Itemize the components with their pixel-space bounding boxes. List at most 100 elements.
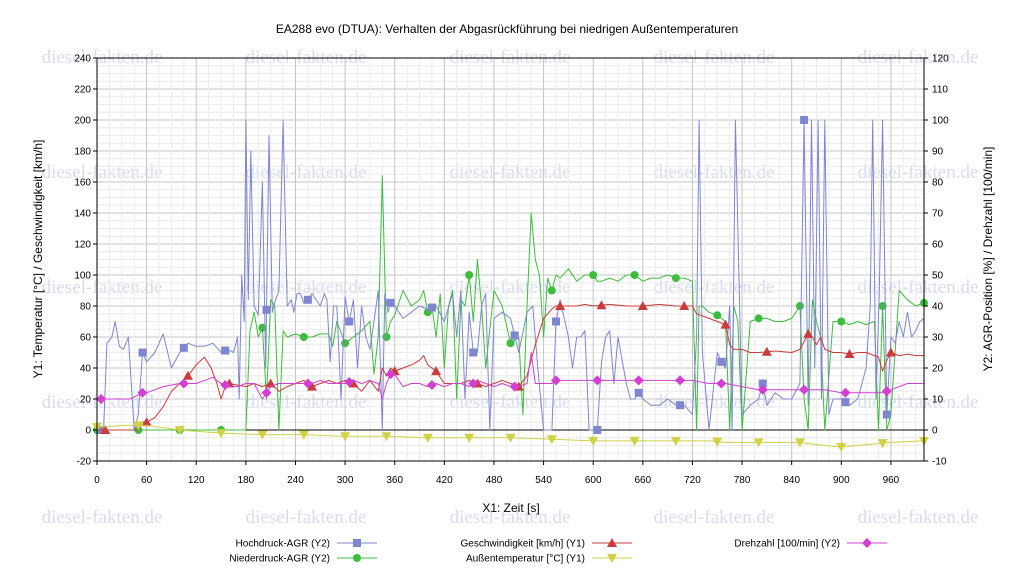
- y2-tick-label: 70: [932, 209, 944, 220]
- x-tick-label: 900: [833, 475, 850, 486]
- series-marker: [505, 433, 516, 443]
- chart-legend: Hochdruck-AGR (Y2) Niederdruck-AGR (Y2) Ge…: [229, 538, 887, 565]
- legend-item: Außentemperatur [°C] (Y1): [466, 554, 632, 565]
- series-marker: [96, 394, 107, 404]
- series-marker: [877, 439, 888, 449]
- watermark-text: diesel-fakten.de: [654, 162, 775, 183]
- series-marker: [885, 347, 896, 357]
- watermark-text: diesel-fakten.de: [450, 507, 571, 528]
- series-marker: [712, 437, 723, 447]
- series-marker: [670, 436, 681, 446]
- x-tick-label: 960: [883, 475, 900, 486]
- legend-label: Hochdruck-AGR (Y2): [236, 539, 330, 550]
- series-marker: [261, 387, 272, 398]
- series-marker: [717, 357, 726, 366]
- series-marker: [761, 346, 772, 356]
- series-marker: [178, 378, 189, 389]
- series-marker: [881, 386, 892, 397]
- plot-frame: [96, 57, 925, 462]
- series-marker: [675, 375, 686, 386]
- y2-tick-label: 60: [932, 240, 944, 251]
- y1-tick-label: 20: [80, 395, 92, 406]
- y1-tick-label: 220: [74, 85, 91, 96]
- x-tick-label: 120: [188, 475, 205, 486]
- series-marker: [506, 339, 515, 348]
- y2-tick-label: 100: [932, 116, 949, 127]
- y1-axis-label: Y1: Temperatur [°C] / Geschwindigkeit [k…: [31, 140, 45, 379]
- watermark-text: diesel-fakten.de: [858, 507, 979, 528]
- series-marker: [381, 432, 392, 442]
- x-tick-label: 540: [535, 475, 552, 486]
- y1-tick-label: 200: [74, 116, 91, 127]
- series-marker: [589, 271, 598, 279]
- series-marker: [385, 369, 396, 380]
- series-marker: [800, 116, 809, 124]
- series-marker: [262, 305, 271, 314]
- legend-marker: [607, 538, 617, 547]
- y1-tick-label: 0: [85, 426, 91, 437]
- series-marker: [844, 349, 855, 359]
- chart-title: EA288 evo (DTUA): Verhalten der Abgasrüc…: [276, 22, 738, 36]
- series-marker: [386, 298, 395, 307]
- y2-tick-label: 0: [932, 426, 938, 437]
- series-marker: [679, 301, 690, 310]
- series-marker: [754, 314, 763, 323]
- series-marker: [633, 375, 644, 386]
- series-marker: [468, 378, 479, 389]
- legend-label: Drehzahl [100/min] (Y2): [734, 539, 840, 550]
- watermark-text: diesel-fakten.de: [450, 162, 571, 183]
- series-marker: [344, 376, 355, 387]
- y1-tick-label: 180: [74, 147, 91, 158]
- series-marker: [298, 430, 309, 440]
- series-marker: [671, 274, 680, 283]
- series-marker: [141, 417, 152, 427]
- legend-item: Geschwindigkeit [km/h] (Y1): [461, 538, 632, 550]
- y1-tick-label: -20: [77, 457, 92, 468]
- series-marker: [138, 348, 147, 357]
- series-marker: [546, 435, 557, 445]
- series-marker: [100, 425, 111, 434]
- legend-marker: [607, 554, 617, 563]
- series-marker: [596, 300, 607, 310]
- y2-tick-label: 90: [932, 147, 944, 158]
- series-marker: [757, 384, 768, 395]
- y1-tick-label: 140: [74, 209, 91, 220]
- series-line: [97, 424, 925, 448]
- series-marker: [133, 421, 144, 431]
- series-marker: [510, 331, 519, 340]
- y2-tick-label: 30: [932, 333, 944, 344]
- series-marker: [427, 303, 436, 312]
- series-line: [97, 352, 924, 400]
- series-marker: [550, 375, 561, 386]
- series-marker: [592, 375, 603, 386]
- watermark-text: diesel-fakten.de: [246, 392, 367, 413]
- x-tick-label: 180: [238, 475, 255, 486]
- series-marker: [182, 370, 193, 380]
- series-marker: [422, 433, 433, 443]
- y2-tick-label: 80: [932, 178, 944, 189]
- series-marker: [716, 378, 727, 389]
- legend-label: Niederdruck-AGR (Y2): [229, 554, 330, 565]
- series-marker: [341, 339, 350, 348]
- series-marker: [713, 311, 722, 320]
- series-marker: [753, 438, 764, 448]
- legend-marker: [353, 554, 361, 562]
- series-marker: [803, 328, 814, 338]
- y1-tick-label: 80: [80, 302, 92, 313]
- y2-tick-label: 110: [932, 85, 948, 96]
- series-marker: [634, 388, 643, 397]
- series-marker: [465, 271, 474, 279]
- y2-tick-label: 40: [932, 302, 944, 313]
- series-marker: [464, 433, 475, 443]
- series-marker: [837, 317, 846, 326]
- y2-axis-label: Y2: AGR-Position [%] / Drehzahl [100/min…: [981, 147, 995, 372]
- legend-item: Niederdruck-AGR (Y2): [229, 554, 377, 565]
- series-marker: [257, 430, 268, 440]
- series-line: [97, 119, 925, 431]
- series-marker: [426, 380, 437, 391]
- watermark-text: diesel-fakten.de: [654, 507, 775, 528]
- y1-tick-label: 160: [74, 178, 91, 189]
- series-marker: [555, 301, 566, 310]
- series-marker: [676, 401, 685, 410]
